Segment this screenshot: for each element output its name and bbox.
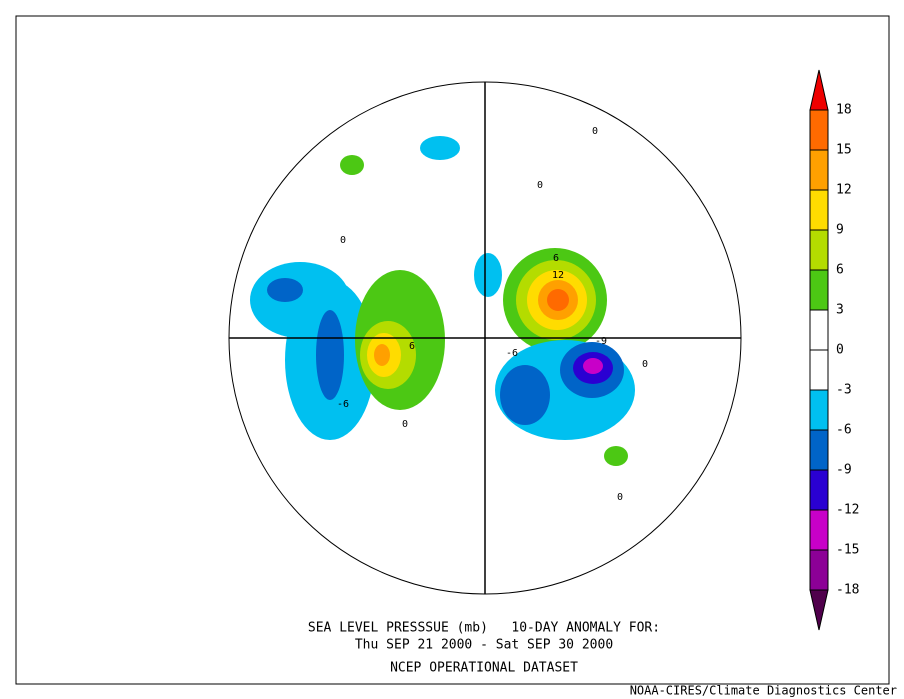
contour-label: 6 <box>409 341 415 352</box>
contour-label: -6 <box>337 399 349 410</box>
colorbar-box <box>809 429 829 471</box>
colorbar-box <box>809 269 829 311</box>
colorbar-label: 18 <box>836 103 852 118</box>
colorbar-label: -6 <box>836 423 852 438</box>
contour-label: 12 <box>552 270 564 281</box>
colorbar-label: 0 <box>836 343 844 358</box>
contour-label: 0 <box>340 235 346 246</box>
colorbar-label: -15 <box>836 543 859 558</box>
colorbar-box <box>809 109 829 151</box>
colorbar-box <box>809 389 829 431</box>
colorbar-box <box>809 309 829 351</box>
colorbar-label: 9 <box>836 223 844 238</box>
contour-label: -9 <box>595 336 607 347</box>
contour-label: 0 <box>642 359 648 370</box>
contour-label: 0 <box>402 419 408 430</box>
colorbar-box <box>809 349 829 391</box>
title-line: Thu SEP 21 2000 - Sat SEP 30 2000 <box>355 638 613 653</box>
colorbar-box <box>809 189 829 231</box>
colorbar-label: 15 <box>836 143 852 158</box>
colorbar-cap <box>809 69 829 111</box>
colorbar-cap <box>809 589 829 631</box>
contour-labels: 6 12 -6 -6 -9 6 0 0 0 0 0 0 <box>337 126 648 503</box>
frame <box>15 15 890 685</box>
anomaly-field <box>250 136 635 466</box>
title-line: SEA LEVEL PRESSSUE (mb) 10-DAY ANOMALY F… <box>308 621 660 636</box>
colorbar-box <box>809 549 829 591</box>
title-line: NCEP OPERATIONAL DATASET <box>390 661 578 676</box>
colorbar-label: -18 <box>836 583 859 598</box>
colorbar-label: -3 <box>836 383 852 398</box>
colorbar-box <box>809 149 829 191</box>
credit: NOAA-CIRES/Climate Diagnostics Center <box>630 684 897 698</box>
contour-label: 0 <box>537 180 543 191</box>
contour-label: 0 <box>592 126 598 137</box>
colorbar-box <box>809 509 829 551</box>
colorbar-box <box>809 469 829 511</box>
colorbar-label: 3 <box>836 303 844 318</box>
colorbar-label: -12 <box>836 503 859 518</box>
colorbar-label: -9 <box>836 463 852 478</box>
colorbar-box <box>809 229 829 271</box>
contour-label: 6 <box>553 253 559 264</box>
contour-label: -6 <box>506 348 518 359</box>
colorbar: 18 15 12 9 6 3 0 -3 -6 -9 -12 -15 -18 <box>809 69 859 631</box>
colorbar-label: 6 <box>836 263 844 278</box>
contour-label: 0 <box>617 492 623 503</box>
colorbar-label: 12 <box>836 183 852 198</box>
